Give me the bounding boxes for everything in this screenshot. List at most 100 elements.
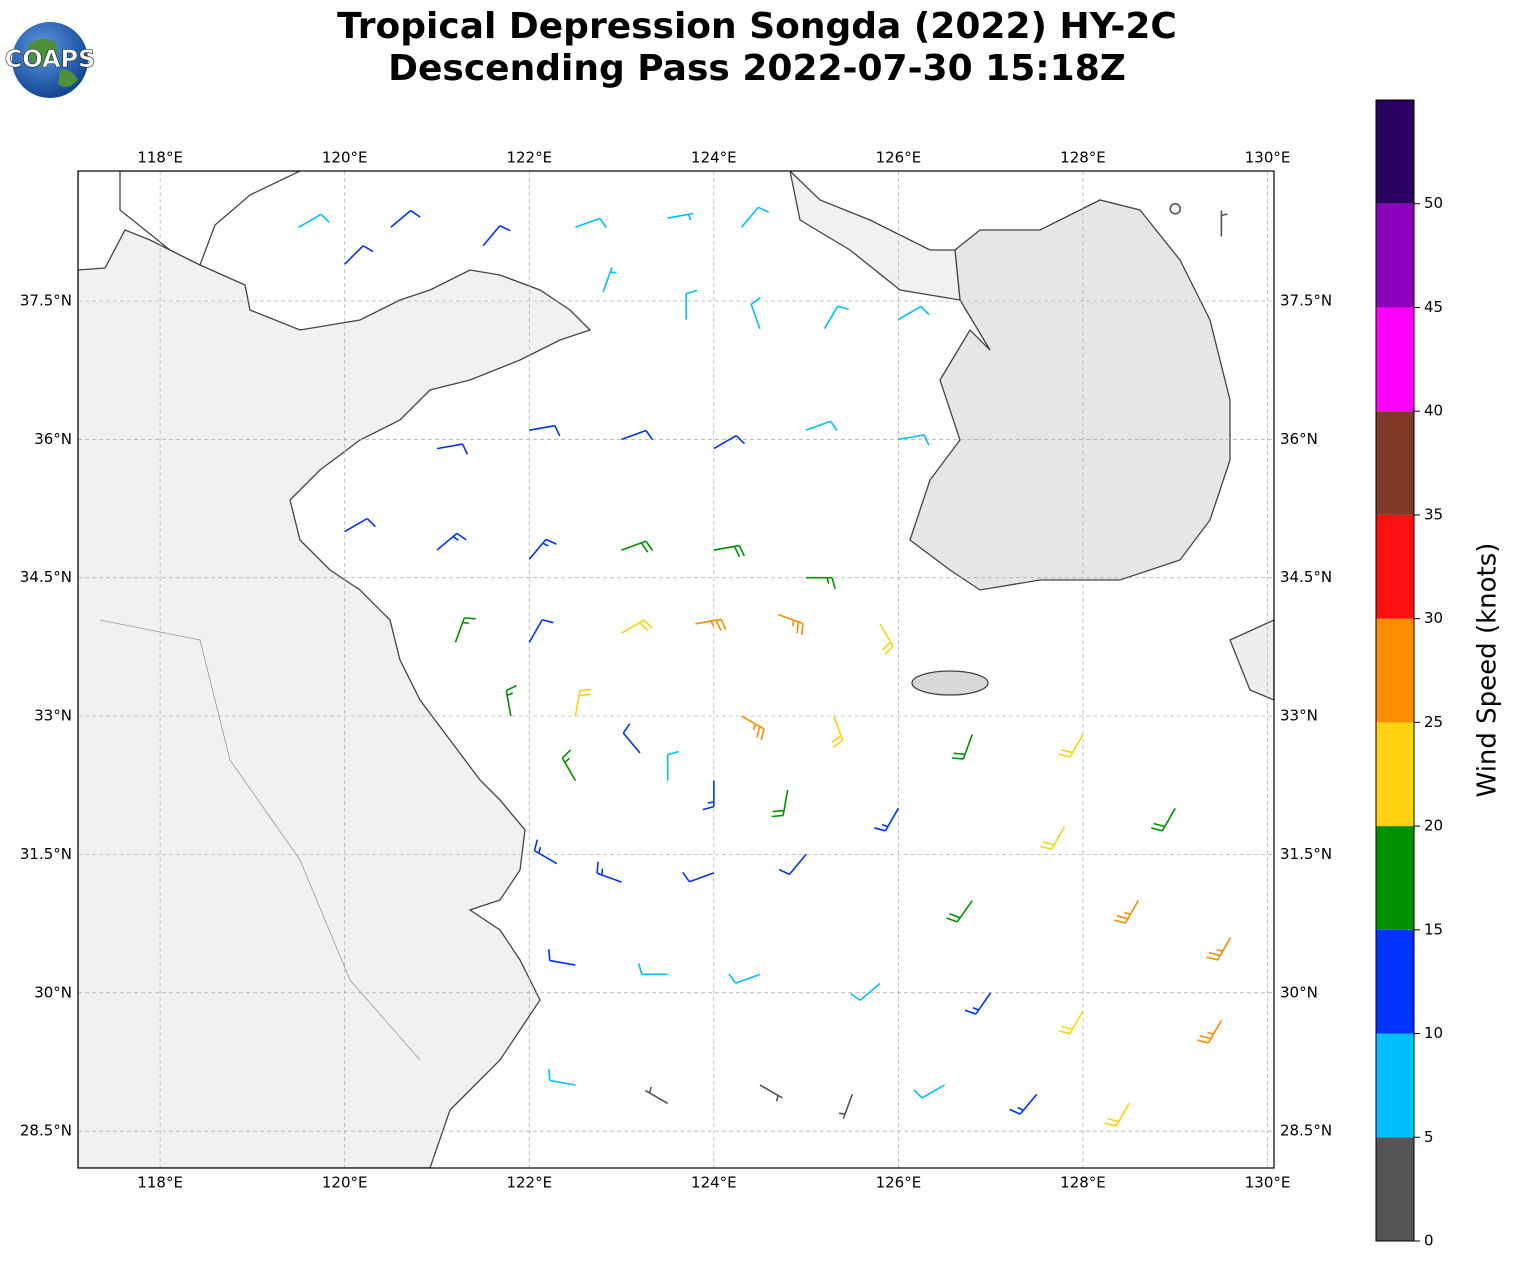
wind-barb bbox=[750, 297, 761, 329]
jeju bbox=[911, 670, 989, 696]
wind-barb bbox=[682, 871, 715, 883]
wind-barb bbox=[436, 532, 467, 551]
wind-barb bbox=[529, 424, 561, 437]
wind-barb bbox=[454, 617, 476, 643]
wind-barb bbox=[547, 1069, 576, 1086]
wind-barb bbox=[596, 861, 622, 883]
wind-barb bbox=[778, 853, 807, 876]
wind-barb bbox=[695, 618, 727, 631]
y-tick-label: 33°N bbox=[1280, 707, 1318, 725]
wind-barb bbox=[574, 688, 592, 717]
colorbar-tick-label: 0 bbox=[1424, 1232, 1434, 1250]
x-tick-label: 124°E bbox=[691, 149, 737, 167]
colorbar-bin bbox=[1376, 514, 1414, 619]
x-tick-label: 122°E bbox=[506, 149, 552, 167]
y-tick-label: 36°N bbox=[1280, 430, 1318, 448]
colorbar-bin bbox=[1376, 411, 1414, 515]
wind-barb bbox=[482, 225, 511, 247]
wind-barb bbox=[344, 517, 376, 533]
wind-barb bbox=[805, 420, 838, 432]
x-tick-label: 120°E bbox=[322, 1174, 368, 1192]
province-border bbox=[99, 619, 421, 1061]
wind-barb bbox=[344, 245, 374, 265]
calm-barb bbox=[1169, 203, 1182, 215]
colorbar-tick-label: 5 bbox=[1424, 1128, 1434, 1146]
wind-barb bbox=[1114, 900, 1140, 924]
y-tick-label: 36°N bbox=[34, 430, 72, 448]
barb-layer bbox=[298, 203, 1232, 1127]
colorbar-bin bbox=[1376, 307, 1414, 412]
wind-barb bbox=[964, 992, 992, 1015]
wind-barb bbox=[831, 715, 844, 748]
wind-barb bbox=[1058, 1010, 1084, 1035]
korea-coast bbox=[909, 199, 1231, 591]
wind-barb bbox=[951, 734, 973, 760]
x-tick-label: 128°E bbox=[1060, 149, 1106, 167]
wind-barb bbox=[850, 982, 881, 1001]
colorbar-tick-label: 40 bbox=[1424, 402, 1443, 420]
bohai bbox=[119, 171, 301, 266]
wind-barb bbox=[879, 623, 894, 656]
colorbar-bin bbox=[1376, 100, 1414, 204]
wind-barb bbox=[1151, 807, 1176, 832]
y-tick-label: 31.5°N bbox=[20, 845, 72, 863]
x-tick-label: 120°E bbox=[322, 149, 368, 167]
china-coast bbox=[78, 171, 592, 1168]
logo-text: COAPS bbox=[5, 45, 96, 73]
wind-barb bbox=[713, 544, 746, 558]
wind-barb bbox=[666, 750, 679, 781]
x-tick-label: 122°E bbox=[506, 1174, 552, 1192]
colorbar-tick-label: 10 bbox=[1424, 1024, 1443, 1042]
wind-barb bbox=[528, 538, 557, 560]
colorbar-tick-label: 45 bbox=[1424, 298, 1443, 316]
colorbar-bin bbox=[1376, 1137, 1414, 1241]
colorbar-tick-label: 50 bbox=[1424, 194, 1443, 212]
x-tick-label: 126°E bbox=[876, 149, 922, 167]
colorbar-tick-label: 20 bbox=[1424, 817, 1443, 835]
title-line: Descending Pass 2022-07-30 15:18Z bbox=[388, 48, 1126, 89]
wind-barb bbox=[740, 206, 769, 228]
colorbar-bin bbox=[1376, 722, 1414, 827]
x-tick-label: 128°E bbox=[1060, 1174, 1106, 1192]
x-tick-label: 126°E bbox=[876, 1174, 922, 1192]
y-tick-label: 34.5°N bbox=[1280, 568, 1332, 586]
wind-barb bbox=[898, 305, 930, 321]
x-tick-label: 118°E bbox=[137, 149, 183, 167]
wind-barb bbox=[505, 684, 517, 717]
wind-barb bbox=[702, 780, 715, 811]
wind-barb bbox=[838, 1093, 854, 1119]
kyushu bbox=[1229, 619, 1274, 701]
y-tick-label: 30°N bbox=[34, 983, 72, 1001]
colorbar-tick-label: 25 bbox=[1424, 713, 1443, 731]
y-tick-label: 28.5°N bbox=[20, 1122, 72, 1140]
wind-barb bbox=[1058, 734, 1084, 758]
x-tick-label: 124°E bbox=[691, 1174, 737, 1192]
wind-barb bbox=[621, 540, 654, 553]
wind-barb bbox=[547, 949, 576, 966]
x-tick-label: 118°E bbox=[137, 1174, 183, 1192]
y-tick-label: 37.5°N bbox=[1280, 292, 1332, 310]
wind-barb bbox=[728, 973, 761, 984]
wind-barb bbox=[913, 1084, 945, 1099]
y-tick-label: 34.5°N bbox=[20, 568, 72, 586]
wind-barb bbox=[874, 807, 900, 832]
wind-barb bbox=[1009, 1093, 1038, 1115]
wind-barb bbox=[621, 429, 654, 441]
wind-barb bbox=[1220, 210, 1228, 237]
wind-barb bbox=[644, 1086, 669, 1105]
y-tick-label: 31.5°N bbox=[1280, 845, 1332, 863]
wind-barb bbox=[1040, 826, 1066, 851]
colorbar-tick-label: 30 bbox=[1424, 609, 1443, 627]
colorbar-frame bbox=[1375, 99, 1415, 1242]
wind-barb bbox=[528, 619, 554, 643]
wind-barb bbox=[898, 434, 930, 446]
wind-barb bbox=[390, 209, 421, 228]
wind-barb bbox=[667, 212, 694, 221]
wind-barb bbox=[622, 723, 641, 754]
wind-barb bbox=[946, 900, 973, 923]
wind-barb bbox=[298, 213, 330, 228]
wind-barb bbox=[621, 619, 653, 634]
y-tick-label: 37.5°N bbox=[20, 292, 72, 310]
y-tick-label: 30°N bbox=[1280, 983, 1318, 1001]
